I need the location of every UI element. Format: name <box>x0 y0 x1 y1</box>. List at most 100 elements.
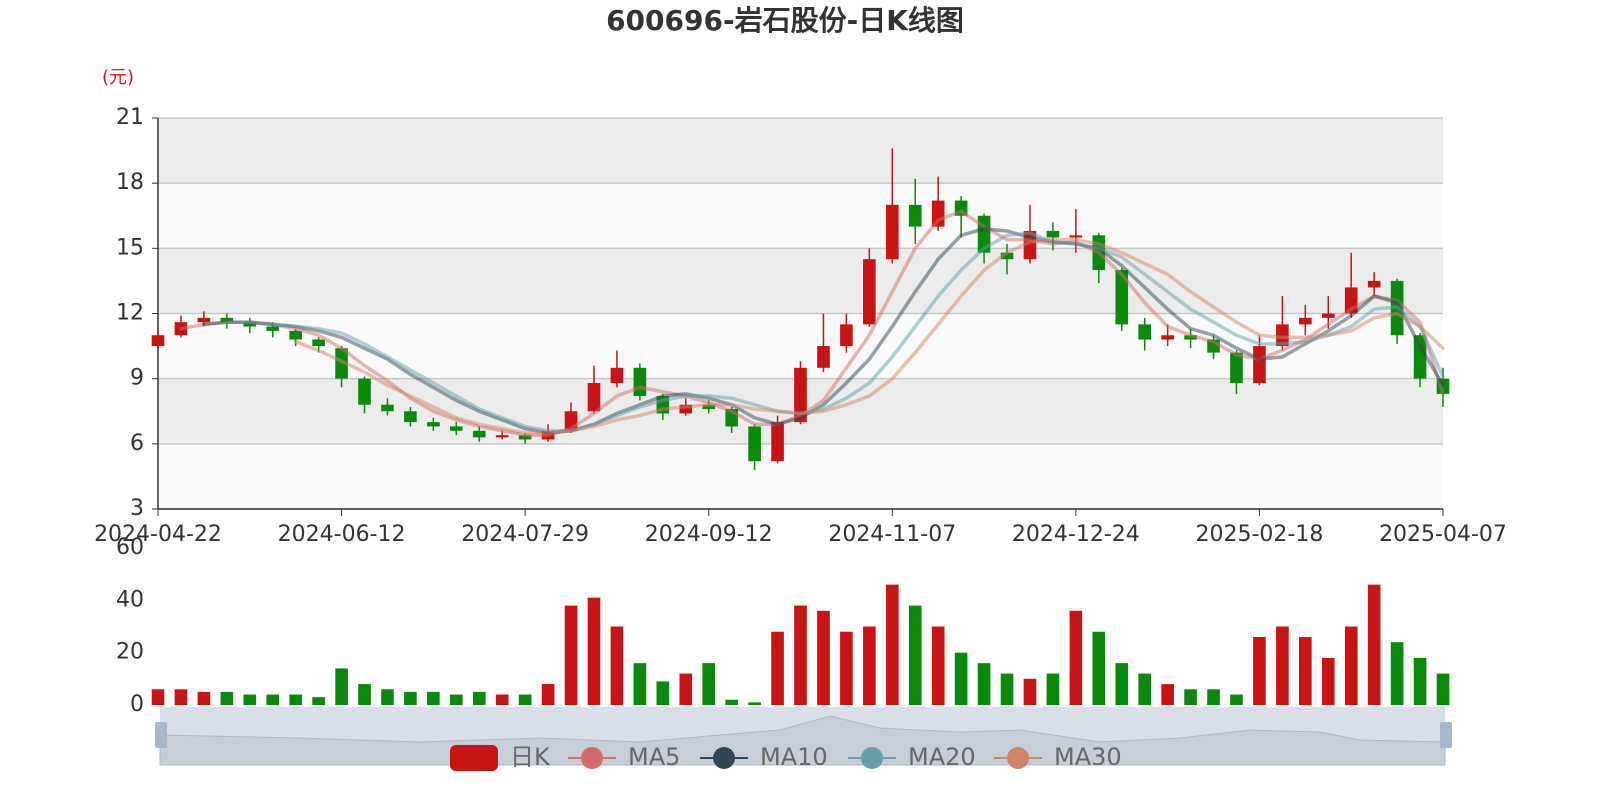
y-axis-unit: (元) <box>102 67 134 88</box>
volume-bar <box>1367 584 1381 705</box>
candle-body <box>266 326 280 331</box>
volume-tick-label: 60 <box>116 535 144 560</box>
zoom-handle[interactable] <box>1440 722 1452 748</box>
grid-band <box>158 248 1443 314</box>
candle-body <box>679 404 693 414</box>
volume-bar <box>1184 689 1197 705</box>
chart-title: 600696-岩石股份-日K线图 <box>606 4 964 37</box>
y-tick-label: 9 <box>130 366 144 391</box>
legend-icon <box>450 745 498 771</box>
volume-bar <box>541 684 555 705</box>
candle-body <box>1000 252 1014 260</box>
candle-body <box>794 367 807 423</box>
candle-body <box>1367 280 1381 288</box>
candle-body <box>1413 335 1427 379</box>
volume-bar <box>472 691 486 705</box>
legend-item[interactable]: MA30 <box>994 743 1122 771</box>
volume-bar <box>840 631 853 705</box>
candle-body <box>312 339 325 347</box>
candle-body <box>1276 324 1289 347</box>
candle-body <box>404 411 417 423</box>
grid-band <box>158 443 1443 509</box>
volume-bar <box>174 689 188 705</box>
candle-body <box>1230 352 1243 384</box>
volume-bar <box>771 631 784 705</box>
volume-bar <box>1138 673 1152 705</box>
volume-bar <box>564 605 578 705</box>
x-tick-label: 2024-12-24 <box>1012 522 1140 547</box>
candle-body <box>633 367 647 397</box>
zoom-handle[interactable] <box>155 722 167 748</box>
volume-bar <box>1299 636 1312 705</box>
candle-body <box>1138 324 1152 340</box>
y-tick-label: 15 <box>116 235 144 260</box>
volume-bar <box>1207 689 1220 705</box>
volume-bar <box>610 626 624 705</box>
candle-body <box>817 346 830 368</box>
candle-body <box>1115 270 1129 325</box>
volume-tick-label: 40 <box>116 587 144 612</box>
volume-bar <box>1161 684 1174 705</box>
volume-bar <box>656 681 670 705</box>
volume-bar <box>266 694 280 705</box>
volume-bar <box>725 699 738 705</box>
y-tick-label: 21 <box>116 105 144 130</box>
y-tick-label: 12 <box>116 301 144 326</box>
volume-bar <box>1276 626 1289 705</box>
volume-bar <box>358 684 371 705</box>
volume-bar <box>518 694 532 705</box>
legend-label: 日K <box>510 743 551 771</box>
volume-bar <box>312 697 325 705</box>
candle-body <box>472 430 486 438</box>
x-tick-label: 2024-04-22 <box>94 522 222 547</box>
legend-item[interactable]: MA10 <box>700 743 828 771</box>
ma-line <box>225 231 1445 433</box>
legend-item[interactable]: MA20 <box>848 743 976 771</box>
candle-body <box>220 317 234 323</box>
volume-bar <box>449 694 463 705</box>
candle-body <box>449 426 463 431</box>
legend-label: MA20 <box>908 743 976 771</box>
legend-label: MA30 <box>1054 743 1122 771</box>
ma-line <box>179 209 1445 437</box>
candle-body <box>1069 235 1083 238</box>
candle-body <box>427 422 440 427</box>
volume-bar <box>1092 631 1106 705</box>
legend-icon <box>581 747 603 769</box>
volume-bar <box>289 694 302 705</box>
legend-item[interactable]: 日K <box>450 743 551 771</box>
volume-bar <box>427 691 440 705</box>
candle-body <box>1299 317 1312 325</box>
candle-body <box>702 404 716 410</box>
y-tick-label: 18 <box>116 170 144 195</box>
y-tick-label: 6 <box>130 431 144 456</box>
candle-body <box>863 259 876 325</box>
candle-body <box>1046 230 1060 238</box>
volume-bar <box>1115 663 1129 705</box>
candle-body <box>885 204 899 260</box>
volume-bar <box>794 605 807 705</box>
volume-bar <box>1321 657 1335 705</box>
candle-body <box>748 426 761 462</box>
volume-bar <box>931 626 945 705</box>
y-tick-label: 3 <box>130 496 144 521</box>
candle-body <box>151 335 165 347</box>
x-tick-label: 2024-09-12 <box>645 522 773 547</box>
candle-body <box>1253 346 1266 384</box>
candle-body <box>1321 313 1335 318</box>
volume-bar <box>908 605 922 705</box>
candle-body <box>335 348 348 379</box>
volume-bar <box>220 691 234 705</box>
volume-bar <box>977 663 991 705</box>
volume-bar <box>1390 642 1404 705</box>
grid-band <box>158 183 1443 249</box>
candle-body <box>243 322 257 327</box>
volume-tick-label: 20 <box>116 640 144 665</box>
legend-label: MA5 <box>628 743 680 771</box>
candle-body <box>518 435 532 440</box>
volume-bar <box>885 584 899 705</box>
volume-bar <box>1000 673 1014 705</box>
legend-item[interactable]: MA5 <box>568 743 680 771</box>
candle-body <box>1161 335 1174 340</box>
